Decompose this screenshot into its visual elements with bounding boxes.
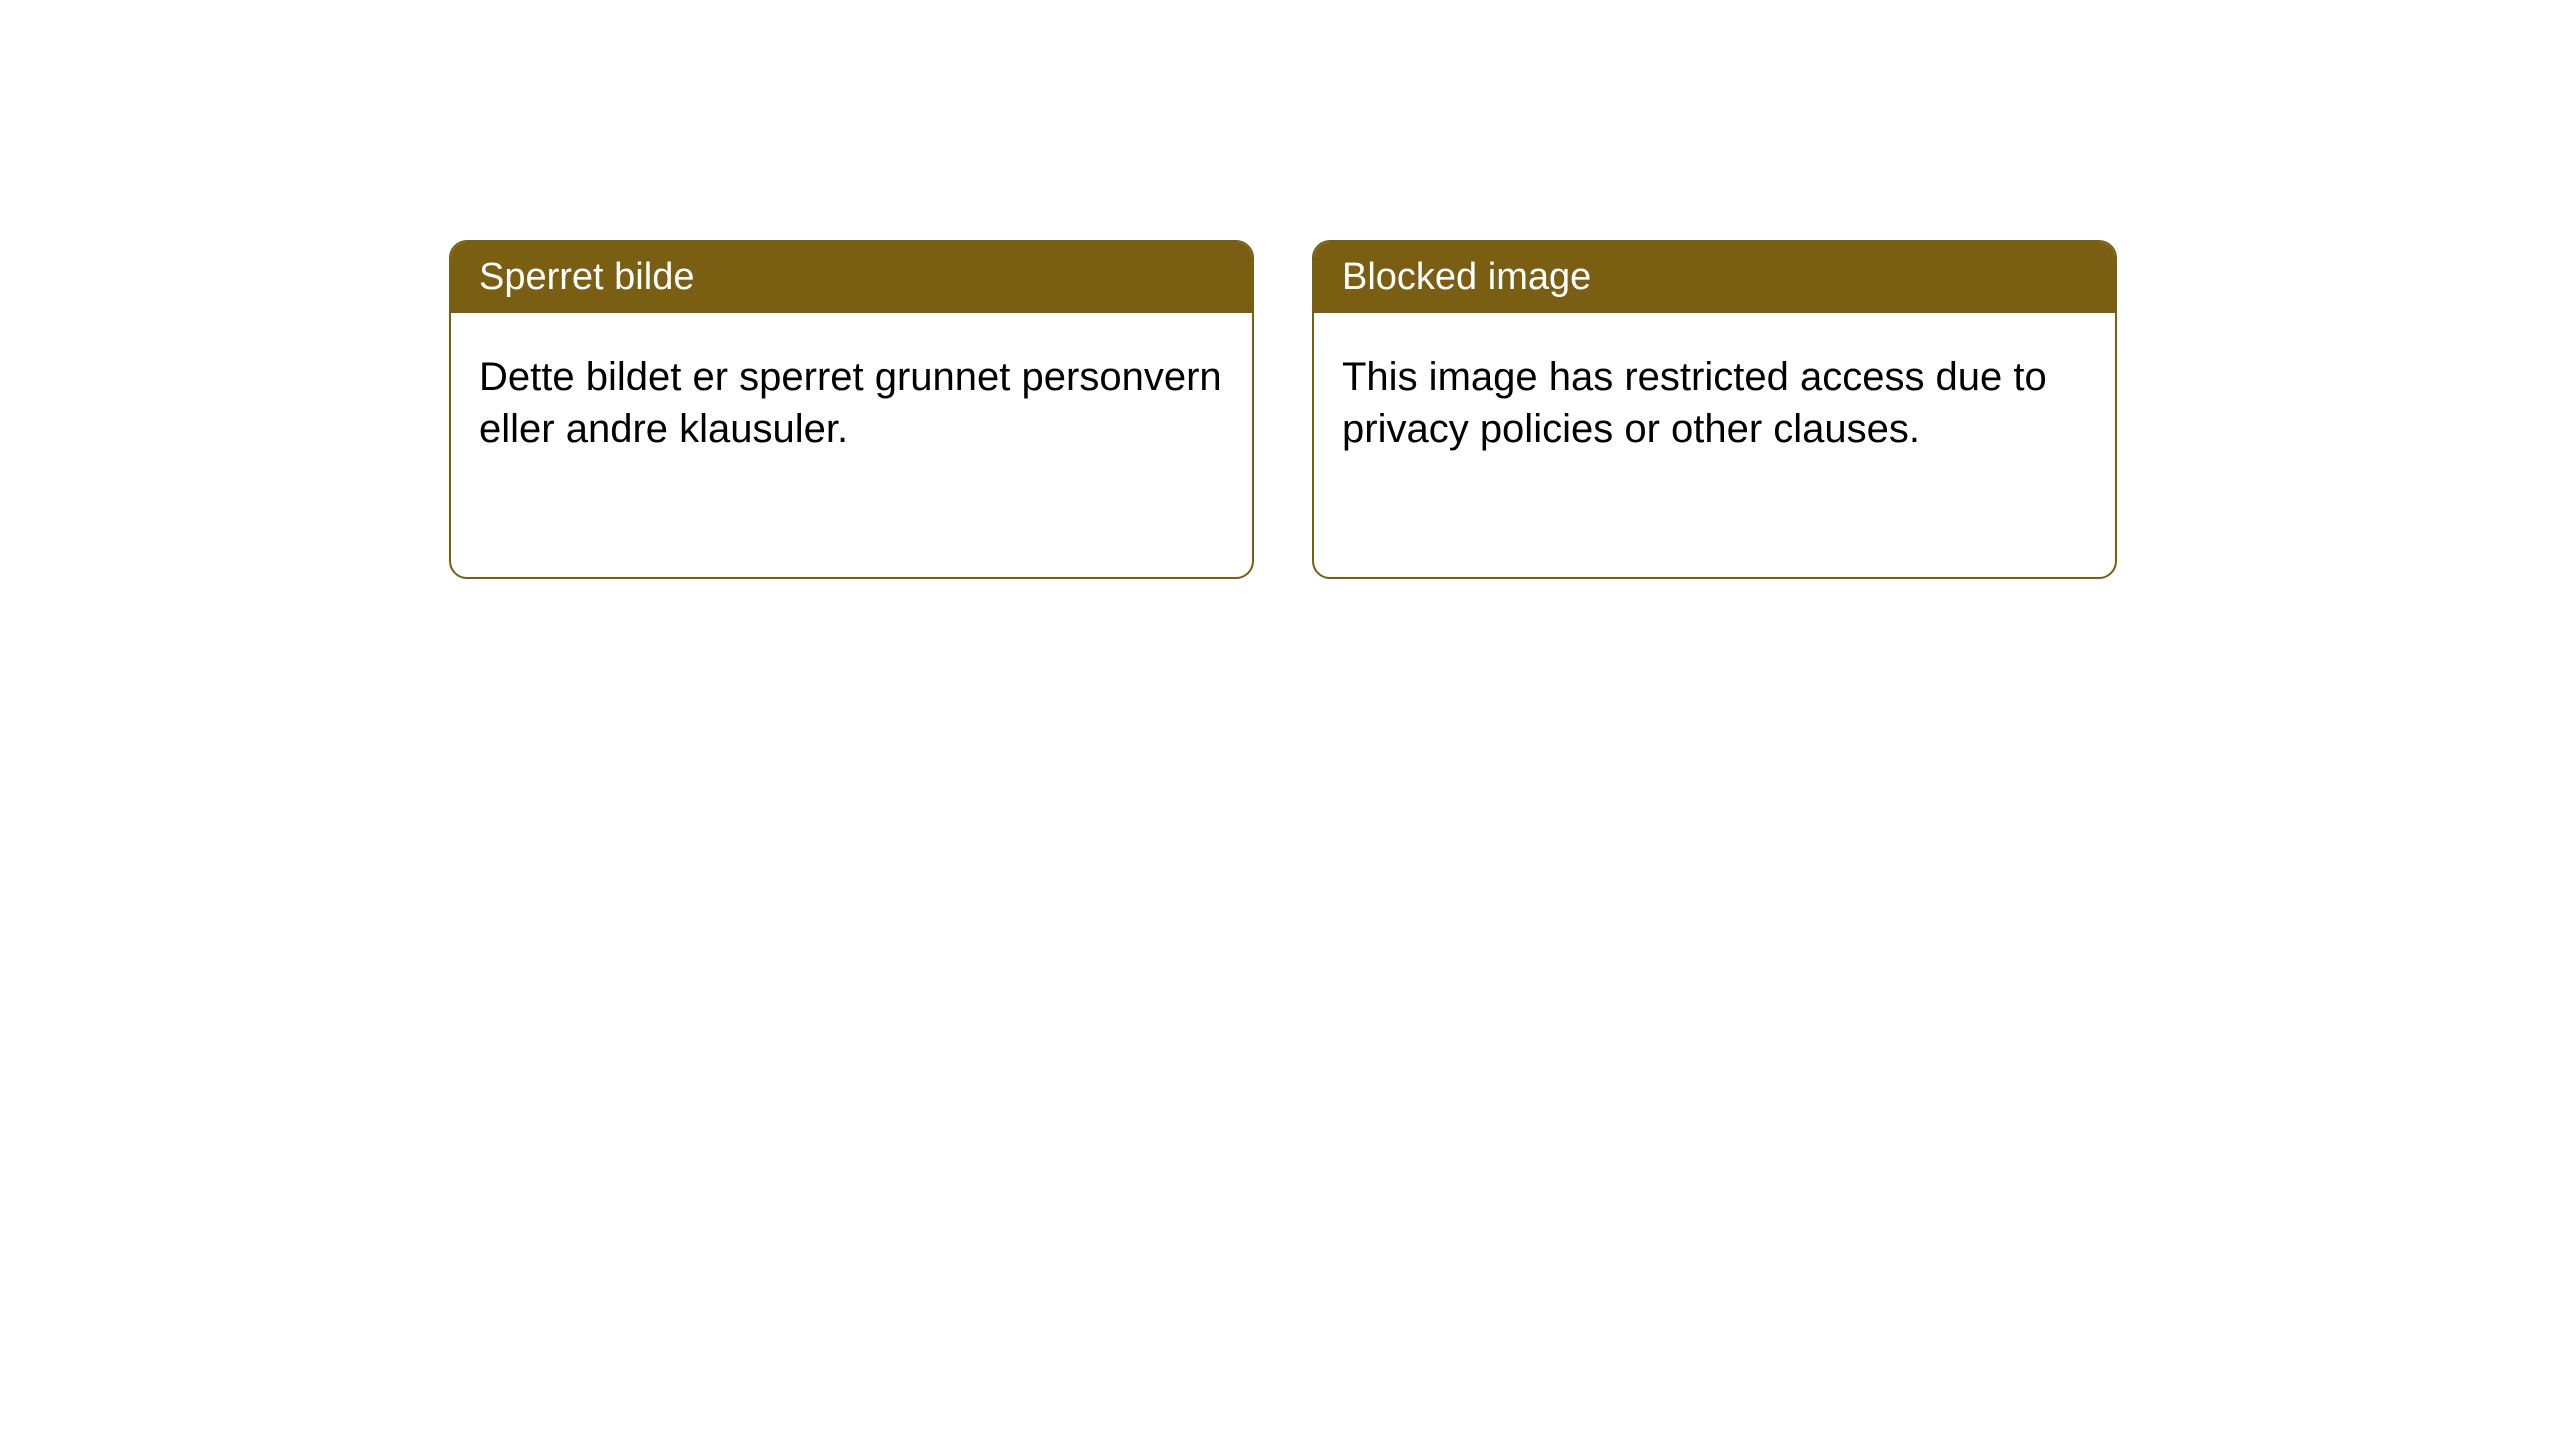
notice-title-norwegian: Sperret bilde <box>451 242 1252 313</box>
notice-box-norwegian: Sperret bilde Dette bildet er sperret gr… <box>449 240 1254 579</box>
notice-body-english: This image has restricted access due to … <box>1314 313 2115 483</box>
notice-box-english: Blocked image This image has restricted … <box>1312 240 2117 579</box>
notice-title-english: Blocked image <box>1314 242 2115 313</box>
notice-body-norwegian: Dette bildet er sperret grunnet personve… <box>451 313 1252 483</box>
notice-container: Sperret bilde Dette bildet er sperret gr… <box>449 240 2117 579</box>
